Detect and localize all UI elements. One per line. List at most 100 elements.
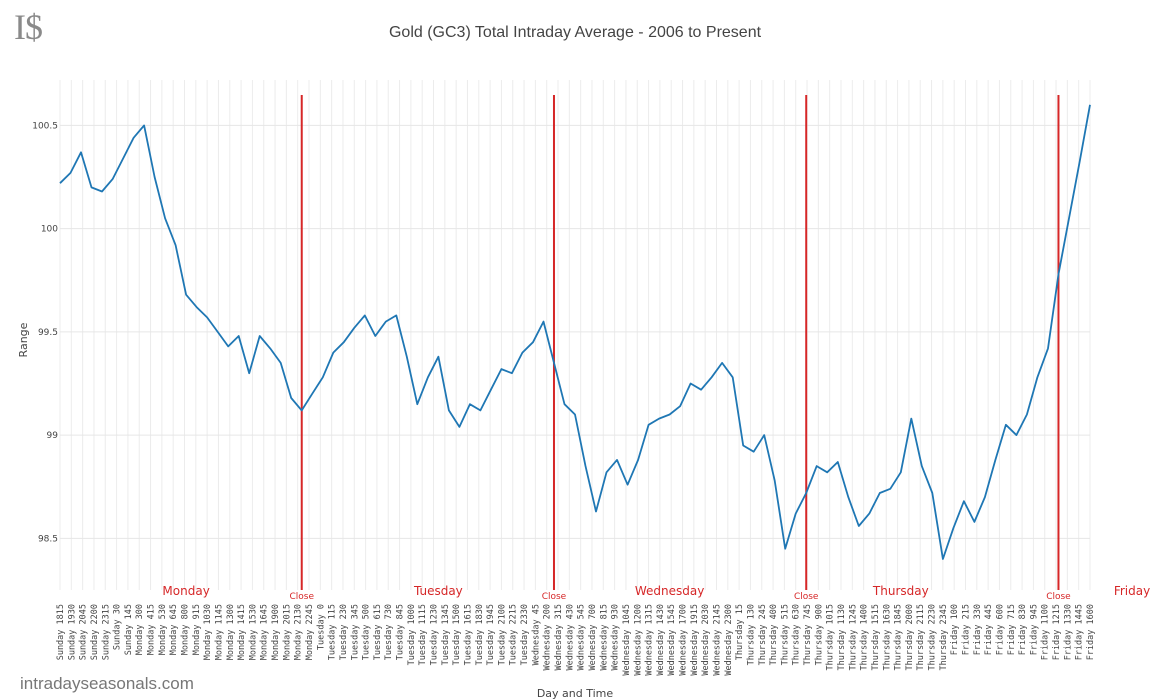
- x-tick-label: Wednesday 1915: [690, 604, 700, 676]
- x-tick-label: Tuesday 1230: [430, 604, 440, 665]
- x-tick-label: Sunday 1930: [67, 604, 77, 660]
- x-tick-label: Monday 1415: [237, 604, 247, 660]
- x-tick-label: Monday 530: [158, 604, 168, 655]
- x-tick-label: Thursday 1245: [848, 604, 858, 671]
- x-tick-label: Sunday 30: [113, 604, 123, 650]
- x-tick-label: Thursday 15: [735, 604, 745, 660]
- x-tick-label: Tuesday 1345: [441, 604, 451, 665]
- day-labels: Monday Tuesday Wednesday Thursday Friday: [162, 584, 1150, 598]
- x-tick-label: Monday 645: [169, 604, 179, 655]
- x-tick-label: Friday 1100: [1041, 604, 1051, 660]
- x-tick-label: Wednesday 1315: [645, 604, 655, 676]
- chart-grid: [59, 80, 1091, 590]
- y-tick-label: 99: [47, 431, 59, 441]
- x-tick-label: Thursday 1130: [837, 604, 847, 671]
- x-tick-label: Sunday 2200: [90, 604, 100, 660]
- x-tick-label: Sunday 1815: [56, 604, 66, 660]
- y-tick-label: 99.5: [38, 328, 58, 338]
- x-tick-label: Thursday 630: [792, 604, 802, 665]
- x-tick-label: Wednesday 430: [565, 604, 575, 671]
- close-marker-label: Close: [542, 592, 567, 602]
- x-tick-label: Tuesday 1615: [463, 604, 473, 665]
- x-tick-label: Thursday 745: [803, 604, 813, 665]
- x-tick-label: Sunday 145: [124, 604, 134, 655]
- x-tick-label: Wednesday 45: [531, 604, 541, 665]
- y-tick-label: 98.5: [38, 534, 58, 544]
- x-tick-label: Friday 945: [1029, 604, 1039, 655]
- x-tick-label: Monday 300: [135, 604, 145, 655]
- x-tick-label: Monday 800: [181, 604, 191, 655]
- x-tick-label: Tuesday 1945: [486, 604, 496, 665]
- x-tick-label: Tuesday 730: [384, 604, 394, 660]
- y-tick-label: 100.5: [32, 121, 58, 131]
- y-axis-title: Range: [17, 322, 30, 357]
- x-tick-label: Wednesday 2300: [724, 604, 734, 676]
- x-tick-label: Thursday 1630: [882, 604, 892, 671]
- x-axis-title: Day and Time: [537, 687, 614, 700]
- day-label: Friday: [1114, 584, 1150, 598]
- x-tick-label: Monday 1300: [226, 604, 236, 660]
- x-tick-label: Thursday 515: [780, 604, 790, 665]
- x-tick-label: Friday 1215: [1052, 604, 1062, 660]
- x-tick-label: Tuesday 2215: [509, 604, 519, 665]
- day-label: Wednesday: [635, 584, 704, 598]
- x-tick-label: Friday 1600: [1086, 604, 1096, 660]
- x-tick-label: Tuesday 2330: [520, 604, 530, 665]
- x-tick-label: Friday 600: [995, 604, 1005, 655]
- x-tick-label: Tuesday 115: [328, 604, 338, 660]
- x-tick-label: Wednesday 1430: [656, 604, 666, 676]
- y-tick-label: 100: [41, 225, 58, 235]
- x-tick-label: Sunday 2045: [79, 604, 89, 660]
- x-tick-label: Thursday 2230: [928, 604, 938, 671]
- x-tick-label: Thursday 1400: [860, 604, 870, 671]
- x-tick-label: Wednesday 2030: [701, 604, 711, 676]
- x-axis-ticks: Sunday 1815 Sunday 1930 Sunday 2045 Sunday …: [56, 604, 1096, 676]
- x-tick-label: Wednesday 700: [588, 604, 598, 671]
- x-tick-label: Wednesday 1045: [622, 604, 632, 676]
- x-tick-label: Thursday 1515: [871, 604, 881, 671]
- x-tick-label: Monday 415: [147, 604, 157, 655]
- close-marker-label: Close: [794, 592, 819, 602]
- x-tick-label: Wednesday 1700: [679, 604, 689, 676]
- x-tick-label: Wednesday 1200: [633, 604, 643, 676]
- close-marker-label: Close: [1046, 592, 1071, 602]
- x-tick-label: Tuesday 345: [350, 604, 360, 660]
- x-tick-label: Thursday 1015: [826, 604, 836, 671]
- y-axis-ticks: 98.5 99 99.5 100 100.5: [32, 121, 58, 544]
- x-tick-label: Thursday 130: [746, 604, 756, 665]
- x-tick-label: Monday 915: [192, 604, 202, 655]
- x-tick-label: Monday 1900: [271, 604, 281, 660]
- x-tick-label: Wednesday 815: [599, 604, 609, 671]
- x-tick-label: Monday 1530: [248, 604, 258, 660]
- x-tick-label: Tuesday 2100: [497, 604, 507, 665]
- x-tick-label: Tuesday 845: [396, 604, 406, 660]
- x-tick-label: Friday 830: [1018, 604, 1028, 655]
- x-tick-label: Friday 215: [961, 604, 971, 655]
- series-line: [59, 104, 1091, 560]
- day-label: Monday: [162, 584, 209, 598]
- x-tick-label: Tuesday 615: [373, 604, 383, 660]
- close-markers: Close Close Close Close: [289, 95, 1071, 602]
- x-tick-label: Monday 1030: [203, 604, 213, 660]
- x-tick-label: Wednesday 2145: [712, 604, 722, 676]
- x-tick-label: Wednesday 545: [577, 604, 587, 671]
- x-tick-label: Thursday 400: [769, 604, 779, 665]
- x-tick-label: Monday 2130: [294, 604, 304, 660]
- x-tick-label: Thursday 2115: [916, 604, 926, 671]
- x-tick-label: Wednesday 1545: [667, 604, 677, 676]
- x-tick-label: Tuesday 500: [362, 604, 372, 660]
- x-tick-label: Wednesday 930: [611, 604, 621, 671]
- x-tick-label: Monday 2015: [282, 604, 292, 660]
- x-tick-label: Sunday 2315: [101, 604, 111, 660]
- x-tick-label: Tuesday 1830: [475, 604, 485, 665]
- x-tick-label: Friday 100: [950, 604, 960, 655]
- chart-title: Gold (GC3) Total Intraday Average - 2006…: [388, 24, 762, 41]
- x-tick-label: Thursday 2000: [905, 604, 915, 671]
- x-tick-label: Wednesday 315: [554, 604, 564, 671]
- day-label: Thursday: [872, 584, 929, 598]
- x-tick-label: Thursday 2345: [939, 604, 949, 671]
- x-tick-label: Friday 445: [984, 604, 994, 655]
- x-tick-label: Thursday 245: [758, 604, 768, 665]
- x-tick-label: Friday 1330: [1063, 604, 1073, 660]
